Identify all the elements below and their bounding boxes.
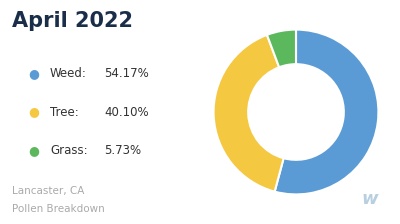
Text: ●: ● — [28, 67, 39, 80]
Text: Lancaster, CA: Lancaster, CA — [12, 186, 84, 196]
Text: 5.73%: 5.73% — [104, 144, 141, 157]
Text: Tree:: Tree: — [50, 106, 79, 118]
Wedge shape — [267, 30, 296, 67]
Text: April 2022: April 2022 — [12, 11, 133, 31]
Wedge shape — [214, 35, 284, 192]
Text: 40.10%: 40.10% — [104, 106, 149, 118]
Text: ●: ● — [28, 106, 39, 118]
Text: Weed:: Weed: — [50, 67, 87, 80]
Wedge shape — [275, 30, 378, 194]
Text: ●: ● — [28, 144, 39, 157]
Text: Pollen Breakdown: Pollen Breakdown — [12, 204, 105, 214]
Text: Grass:: Grass: — [50, 144, 88, 157]
Text: 54.17%: 54.17% — [104, 67, 149, 80]
Text: w: w — [362, 190, 378, 208]
